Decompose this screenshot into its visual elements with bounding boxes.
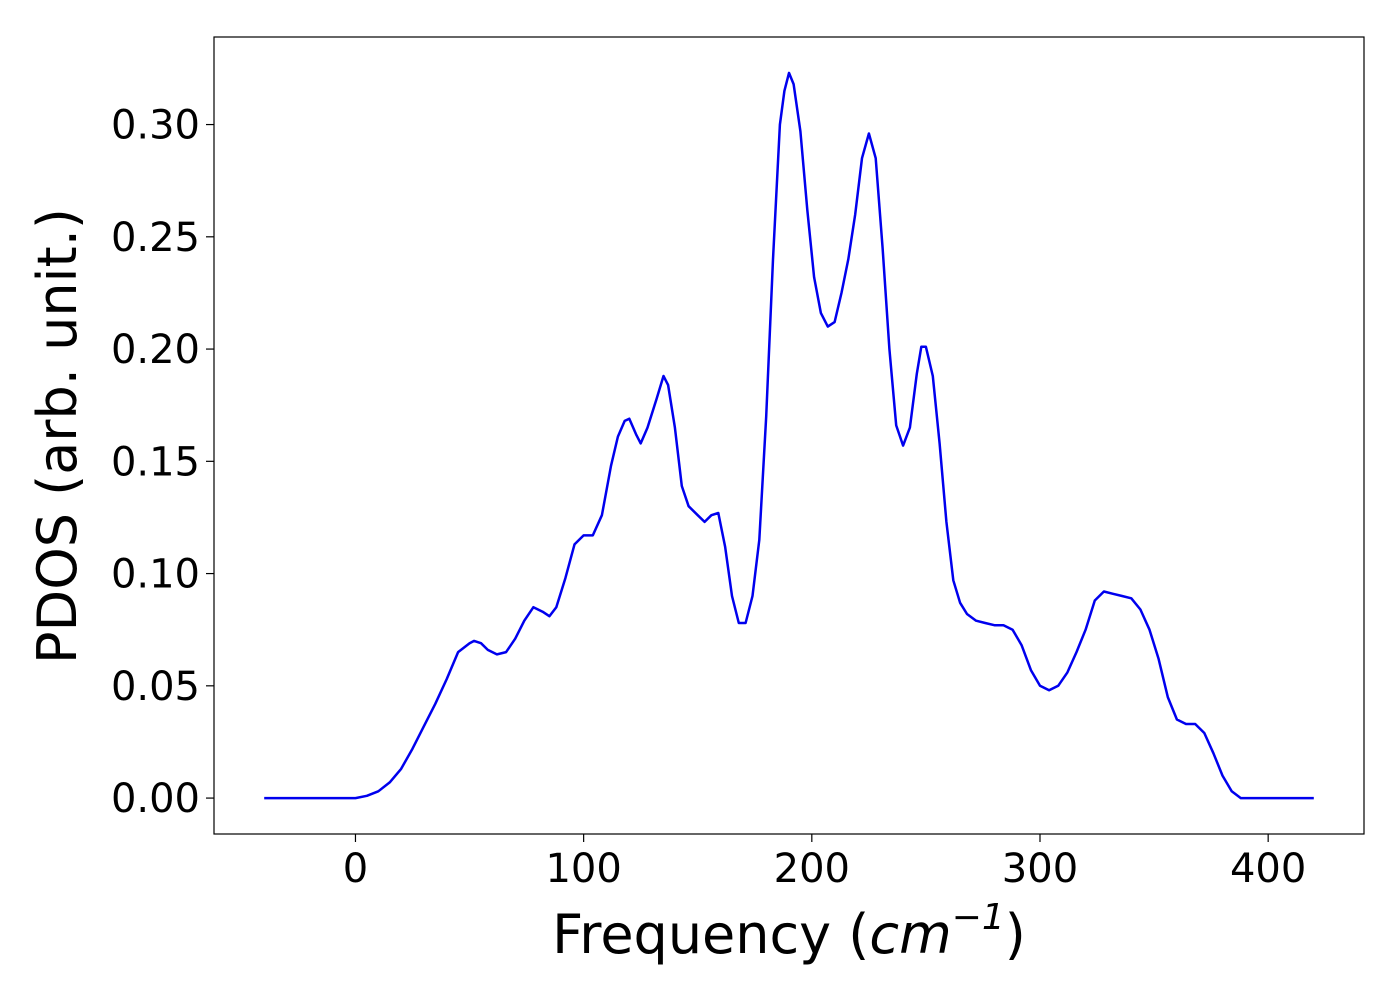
plot-layer [264, 71, 1314, 800]
x-axis-title-exponent: −1 [952, 897, 1005, 938]
plot-frame [213, 36, 1365, 835]
y-tick-label: 0.30 [111, 103, 200, 149]
x-tick-label: 200 [774, 846, 850, 892]
x-axis-title-main: Frequency ( [552, 903, 869, 966]
ticks-layer: 0 100 200 300 400 0.00 0.05 0.10 0.15 0.20 0.25 0.3… [111, 103, 1306, 892]
y-tick-label: 0.05 [111, 664, 200, 710]
x-tick-label: 400 [1230, 846, 1306, 892]
y-tick-label: 0.10 [111, 552, 200, 598]
pdos-series-line [264, 71, 1314, 800]
x-tick-label: 300 [1002, 846, 1078, 892]
y-axis-title: PDOS (arb. unit.) [26, 208, 89, 664]
y-tick-label: 0.20 [111, 327, 200, 373]
y-tick-label: 0.15 [111, 439, 200, 485]
x-axis-title-unit: cm [869, 903, 951, 966]
y-tick-label: 0.25 [111, 215, 200, 261]
y-tick-label: 0.00 [111, 776, 200, 822]
x-tick-label: 100 [545, 846, 621, 892]
x-tick-label: 0 [343, 846, 368, 892]
x-axis-title-close: ) [1005, 903, 1026, 966]
x-axis-title: Frequency (cm−1) [552, 897, 1026, 966]
